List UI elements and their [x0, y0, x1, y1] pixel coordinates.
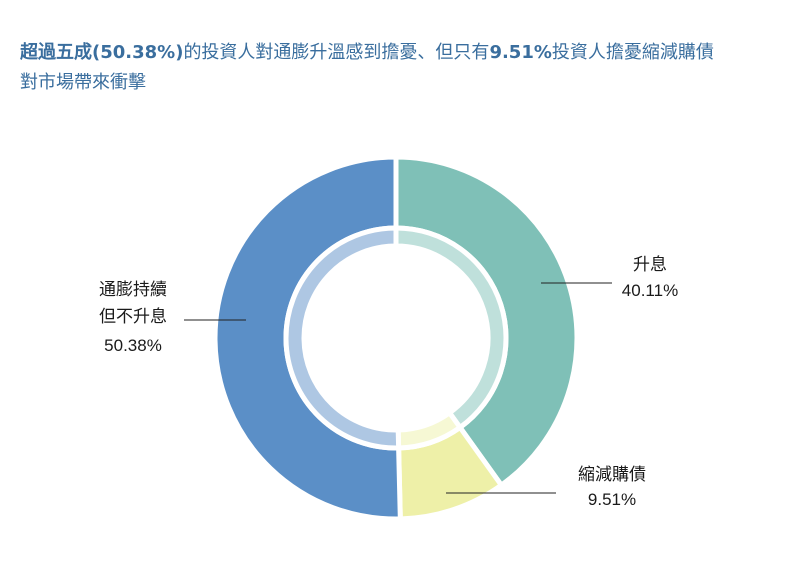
- title-highlight-2: 9.51%: [489, 42, 552, 63]
- title-highlight-1: 超過五成(50.38%): [20, 42, 184, 63]
- slice-inner-inflation-no-hike: [283, 225, 402, 451]
- slice-label-inflation-no-hike: 但不升息: [99, 307, 167, 326]
- slice-label-rate-hike: 升息: [633, 255, 667, 274]
- chart-title: 超過五成(50.38%)的投資人對通膨升溫感到擔憂、但只有9.51%投資人擔憂縮…: [20, 38, 780, 98]
- slice-value-taper: 9.51%: [588, 490, 636, 509]
- slice-label-taper: 縮減購債: [578, 465, 646, 484]
- slice-inflation-no-hike: [212, 154, 403, 522]
- title-text-1: 的投資人對通膨升溫感到擔憂、但只有: [183, 42, 490, 63]
- slice-value-rate-hike: 40.11%: [622, 281, 678, 300]
- title-line-2: 對市場帶來衝擊: [20, 72, 146, 93]
- slice-value-inflation-no-hike: 50.38%: [104, 336, 162, 355]
- slice-label-inflation-no-hike: 通膨持續: [99, 280, 167, 299]
- title-text-2: 投資人擔憂縮減購債: [551, 42, 714, 63]
